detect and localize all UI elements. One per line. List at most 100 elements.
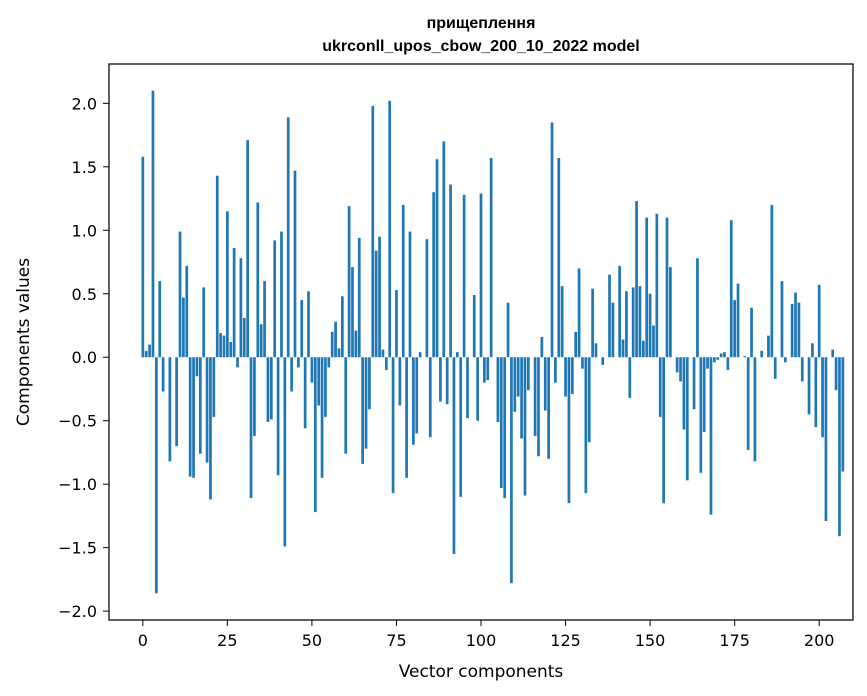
bar <box>239 258 243 358</box>
bar <box>374 250 378 358</box>
bar <box>811 343 814 358</box>
bar <box>554 357 557 383</box>
bar <box>679 357 682 382</box>
bar <box>526 357 530 391</box>
bar <box>161 357 165 392</box>
bar <box>499 357 503 488</box>
bar <box>574 331 578 358</box>
bar <box>557 157 561 358</box>
bar <box>405 357 408 478</box>
y-axis-label: Components values <box>14 258 34 426</box>
bar <box>723 352 726 358</box>
bar <box>767 335 770 358</box>
chart-title-line-2: ukrconll_upos_cbow_200_10_2022 model <box>322 38 639 55</box>
bar <box>669 267 672 358</box>
bar <box>364 357 368 449</box>
bar <box>391 357 395 494</box>
bar <box>797 302 801 358</box>
bar <box>523 357 527 496</box>
bar <box>608 274 611 358</box>
bar <box>202 287 206 358</box>
bar <box>665 217 669 358</box>
x-tick-label: 75 <box>386 631 406 650</box>
bars-group <box>141 90 845 594</box>
bar <box>344 357 348 454</box>
bar <box>310 357 314 383</box>
bar <box>381 349 385 358</box>
bar <box>266 357 270 422</box>
bar <box>800 357 804 382</box>
bar <box>729 220 733 358</box>
bar <box>188 357 192 477</box>
y-tick-label: 0.5 <box>72 285 97 304</box>
bar <box>452 357 456 554</box>
bar <box>547 357 550 459</box>
bar <box>682 357 686 430</box>
y-tick-label: 2.0 <box>72 94 97 113</box>
bar <box>540 336 544 358</box>
bar <box>581 357 584 369</box>
bar <box>192 357 195 478</box>
bar <box>236 357 239 368</box>
bar <box>459 357 463 497</box>
y-tick-label: −0.5 <box>58 412 97 431</box>
bar <box>466 357 469 419</box>
bar <box>154 357 158 594</box>
bar <box>408 231 412 358</box>
bar <box>415 357 419 434</box>
bar <box>371 105 375 358</box>
bar <box>587 357 591 443</box>
bar <box>445 357 449 405</box>
y-tick-label: 1.0 <box>72 221 97 240</box>
bar <box>702 357 706 433</box>
bar <box>645 217 649 358</box>
bar <box>821 357 824 438</box>
bar <box>510 357 513 584</box>
bar <box>307 291 310 358</box>
bar <box>817 284 821 358</box>
bar <box>658 357 662 417</box>
bar <box>743 355 747 358</box>
bar <box>283 357 287 547</box>
bar <box>327 357 331 368</box>
bar <box>293 170 297 358</box>
bar <box>151 90 155 358</box>
bar <box>543 357 547 411</box>
bar <box>570 357 574 395</box>
bar <box>229 342 233 358</box>
bar <box>141 156 145 358</box>
bar <box>784 357 787 363</box>
bar <box>719 353 723 358</box>
bar <box>496 357 500 422</box>
bar <box>560 286 564 358</box>
bar <box>182 297 185 358</box>
bar <box>584 357 588 494</box>
bar <box>838 357 841 537</box>
bar <box>628 357 632 398</box>
bar <box>638 286 642 358</box>
bar <box>330 331 334 358</box>
bar <box>384 357 388 370</box>
bar <box>479 193 483 358</box>
bar <box>631 287 635 358</box>
bar <box>273 240 277 358</box>
bar <box>834 357 838 391</box>
bar <box>185 265 189 358</box>
bar <box>297 357 300 368</box>
bar <box>334 321 337 358</box>
bar <box>753 357 757 462</box>
bar <box>675 357 679 373</box>
bar <box>232 248 236 358</box>
bar <box>537 357 540 457</box>
bar <box>212 357 216 417</box>
bar <box>219 333 222 358</box>
bar <box>472 295 476 358</box>
bar <box>158 281 162 358</box>
bar <box>709 357 713 515</box>
bar <box>831 349 835 358</box>
bar <box>662 357 665 504</box>
x-axis-ticks: 0 25 50 75 100 125 150 175 200 <box>138 620 834 650</box>
bar <box>428 357 432 438</box>
bar <box>449 184 452 358</box>
